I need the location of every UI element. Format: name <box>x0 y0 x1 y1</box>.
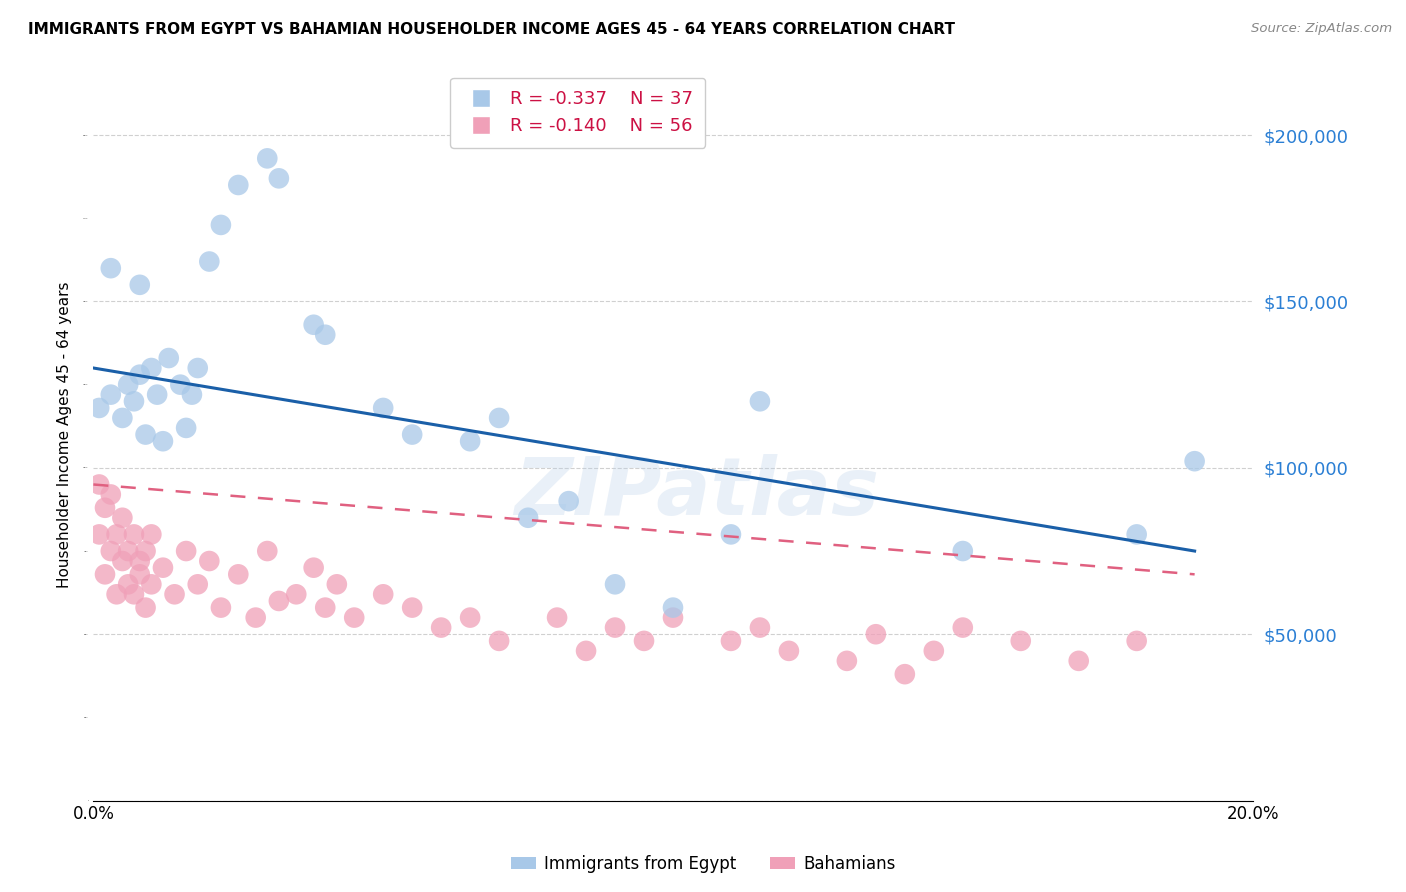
Point <box>187 361 209 376</box>
Point <box>778 644 800 658</box>
Point <box>94 567 117 582</box>
Point <box>302 318 325 332</box>
Point <box>952 544 974 558</box>
Point <box>122 527 145 541</box>
Point <box>111 554 134 568</box>
Point <box>226 567 249 582</box>
Point <box>135 544 157 558</box>
Point <box>111 411 134 425</box>
Point <box>100 387 122 401</box>
Point <box>141 577 163 591</box>
Point <box>198 554 221 568</box>
Point <box>117 544 139 558</box>
Point <box>128 368 150 382</box>
Point <box>135 600 157 615</box>
Point <box>458 610 481 624</box>
Point <box>117 577 139 591</box>
Point <box>401 427 423 442</box>
Point <box>100 261 122 276</box>
Point <box>245 610 267 624</box>
Point <box>314 600 336 615</box>
Point <box>458 434 481 449</box>
Point <box>181 387 204 401</box>
Y-axis label: Householder Income Ages 45 - 64 years: Householder Income Ages 45 - 64 years <box>58 281 72 588</box>
Point <box>157 351 180 365</box>
Point <box>1067 654 1090 668</box>
Point <box>401 600 423 615</box>
Point <box>89 527 111 541</box>
Point <box>100 544 122 558</box>
Point <box>1184 454 1206 468</box>
Point <box>662 600 685 615</box>
Point <box>373 587 395 601</box>
Point <box>226 178 249 192</box>
Point <box>146 387 169 401</box>
Point <box>302 560 325 574</box>
Legend: R = -0.337    N = 37, R = -0.140    N = 56: R = -0.337 N = 37, R = -0.140 N = 56 <box>450 78 706 148</box>
Point <box>105 527 128 541</box>
Point <box>89 477 111 491</box>
Point <box>209 218 232 232</box>
Point <box>603 577 626 591</box>
Point <box>174 421 197 435</box>
Point <box>430 621 453 635</box>
Point <box>603 621 626 635</box>
Point <box>267 171 290 186</box>
Point <box>256 152 278 166</box>
Point <box>187 577 209 591</box>
Point <box>1125 527 1147 541</box>
Point <box>169 377 191 392</box>
Point <box>633 633 655 648</box>
Point <box>198 254 221 268</box>
Point <box>720 633 742 648</box>
Point <box>267 594 290 608</box>
Point <box>128 277 150 292</box>
Point <box>111 510 134 524</box>
Point <box>152 434 174 449</box>
Point <box>894 667 917 681</box>
Text: Source: ZipAtlas.com: Source: ZipAtlas.com <box>1251 22 1392 36</box>
Point <box>557 494 579 508</box>
Point <box>720 527 742 541</box>
Point <box>922 644 945 658</box>
Point <box>1010 633 1032 648</box>
Point <box>865 627 887 641</box>
Point <box>748 621 770 635</box>
Point <box>105 587 128 601</box>
Text: IMMIGRANTS FROM EGYPT VS BAHAMIAN HOUSEHOLDER INCOME AGES 45 - 64 YEARS CORRELAT: IMMIGRANTS FROM EGYPT VS BAHAMIAN HOUSEH… <box>28 22 955 37</box>
Point <box>314 327 336 342</box>
Point <box>488 633 510 648</box>
Point <box>326 577 349 591</box>
Point <box>152 560 174 574</box>
Legend: Immigrants from Egypt, Bahamians: Immigrants from Egypt, Bahamians <box>503 848 903 880</box>
Point <box>128 567 150 582</box>
Point <box>128 554 150 568</box>
Point <box>546 610 568 624</box>
Point <box>748 394 770 409</box>
Point <box>141 361 163 376</box>
Point <box>952 621 974 635</box>
Point <box>89 401 111 415</box>
Point <box>285 587 308 601</box>
Point <box>174 544 197 558</box>
Point <box>209 600 232 615</box>
Point <box>343 610 366 624</box>
Point <box>141 527 163 541</box>
Point <box>835 654 858 668</box>
Point <box>373 401 395 415</box>
Point <box>575 644 598 658</box>
Point <box>163 587 186 601</box>
Point <box>1125 633 1147 648</box>
Point <box>256 544 278 558</box>
Point <box>135 427 157 442</box>
Point <box>117 377 139 392</box>
Point <box>122 394 145 409</box>
Point <box>94 500 117 515</box>
Point <box>488 411 510 425</box>
Text: ZIPatlas: ZIPatlas <box>513 454 879 533</box>
Point <box>662 610 685 624</box>
Point <box>517 510 540 524</box>
Point <box>100 487 122 501</box>
Point <box>122 587 145 601</box>
